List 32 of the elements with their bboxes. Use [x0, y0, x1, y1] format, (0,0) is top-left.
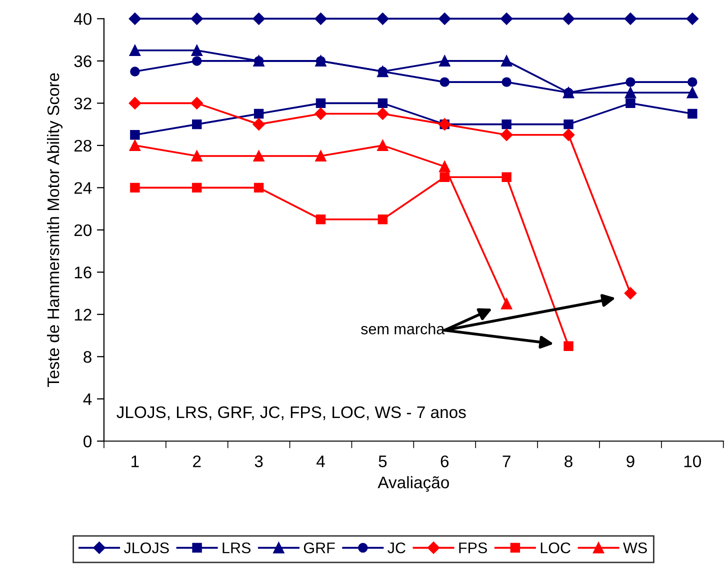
- annotation: JLOJS, LRS, GRF, JC, FPS, LOC, WS - 7 anos: [116, 406, 466, 420]
- y-tick-label: 20: [74, 224, 92, 236]
- legend-label: FPS: [459, 542, 487, 554]
- legend-label: JC: [388, 542, 406, 554]
- y-tick-label: 36: [74, 55, 92, 68]
- x-tick-label: 3: [254, 455, 263, 468]
- y-axis-title: Teste de Hammersmith Motor Ability Score: [46, 73, 63, 387]
- x-tick-label: 1: [132, 456, 139, 468]
- legend-label: WS: [623, 542, 647, 554]
- y-tick-label: 4: [83, 393, 92, 405]
- y-tick-label: 28: [74, 140, 92, 152]
- legend-label: GRF: [304, 542, 335, 554]
- y-tick-label: 32: [74, 98, 92, 110]
- x-tick-label: 10: [684, 455, 702, 468]
- legend-label: JLOJS: [124, 542, 169, 554]
- x-tick-label: 2: [193, 455, 201, 468]
- x-tick-label: 9: [626, 455, 634, 468]
- y-tick-label: 40: [74, 13, 92, 25]
- x-tick-label: 4: [316, 456, 325, 468]
- y-tick-label: 24: [74, 182, 92, 194]
- y-tick-label: 12: [74, 308, 92, 320]
- y-tick-label: 0: [84, 436, 92, 448]
- legend-label: LRS: [222, 542, 251, 554]
- y-tick-label: 16: [74, 266, 92, 278]
- annotation: sem marcha: [361, 323, 445, 334]
- x-axis-title: Avaliação: [378, 476, 449, 492]
- y-tick-label: 8: [84, 351, 92, 363]
- x-tick-label: 6: [440, 455, 449, 468]
- x-tick-label: 8: [564, 455, 572, 468]
- legend-label: LOC: [540, 542, 570, 554]
- x-tick-label: 5: [378, 456, 387, 468]
- x-tick-label: 7: [502, 456, 510, 468]
